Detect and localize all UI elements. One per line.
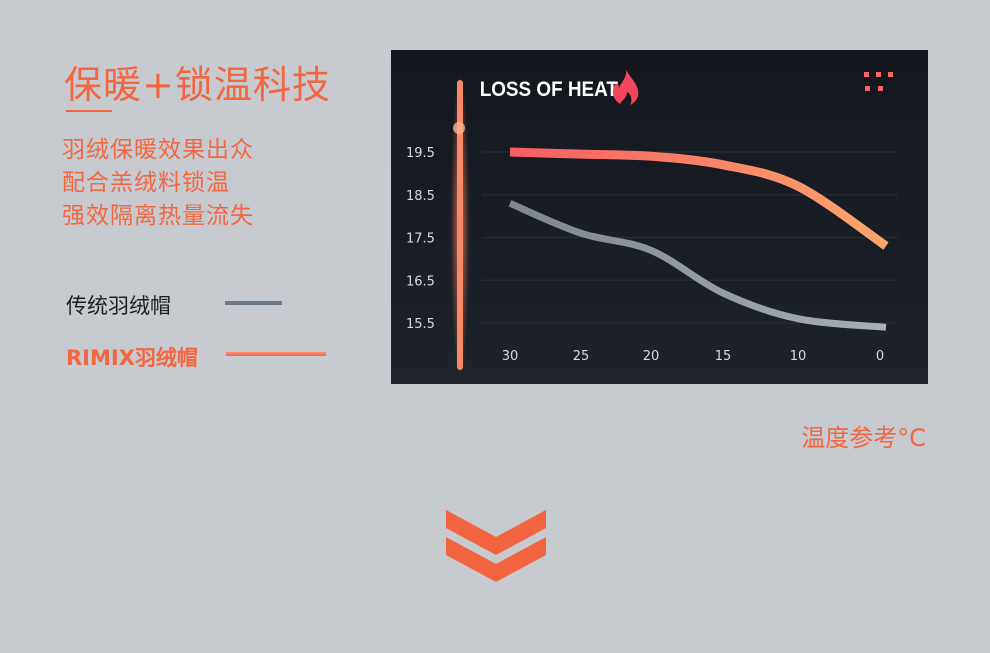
series-line-rimix — [509, 147, 889, 250]
glow-bar-highlight — [453, 122, 465, 134]
legend-label-traditional: 传统羽绒帽 — [66, 294, 171, 318]
headline: 保暖+锁温科技 — [64, 63, 331, 107]
glow-bar — [457, 80, 463, 370]
x-tick-label: 30 — [502, 349, 519, 364]
headline-underline — [66, 110, 112, 112]
subtitle-line: 配合羔绒料锁温 — [62, 170, 230, 196]
y-tick-label: 19.5 — [406, 146, 435, 161]
x-tick-label: 20 — [643, 349, 660, 364]
subtitle-line: 强效隔离热量流失 — [62, 203, 254, 229]
legend-swatch-traditional — [225, 301, 282, 305]
legend-swatch-rimix — [226, 352, 326, 356]
y-tick-label: 17.5 — [406, 232, 435, 247]
x-tick-label: 25 — [573, 349, 590, 364]
x-axis-label: 温度参考°C — [801, 424, 926, 452]
double-chevron-down-icon — [446, 510, 546, 582]
y-tick-label: 16.5 — [406, 274, 435, 289]
subtitle-line: 羽绒保暖效果出众 — [62, 137, 254, 163]
y-tick-label: 18.5 — [406, 189, 435, 204]
x-tick-label: 15 — [715, 349, 732, 364]
y-tick-label: 15.5 — [406, 317, 435, 332]
dot-grid-icon — [864, 72, 893, 91]
series-line-traditional — [508, 200, 887, 331]
x-tick-label: 10 — [790, 349, 807, 364]
x-tick-label: 0 — [876, 349, 884, 364]
chart-title: LOSS OF HEAT — [480, 78, 618, 101]
legend-label-rimix: RIMIX羽绒帽 — [66, 346, 198, 370]
flame-icon — [612, 70, 639, 105]
